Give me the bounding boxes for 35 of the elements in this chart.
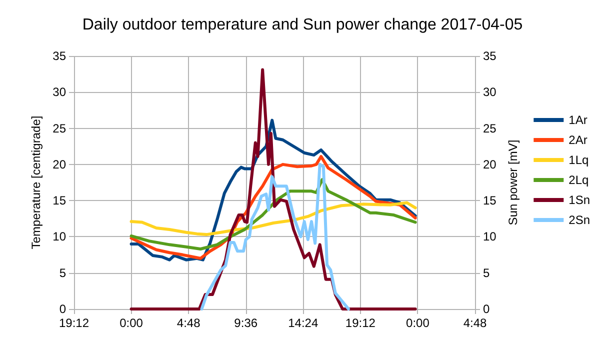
x-tick-label: 19:12 xyxy=(58,316,90,330)
y2-tick-label: 20 xyxy=(483,157,497,172)
x-tick-label: 4:48 xyxy=(176,316,201,330)
legend-label: 2Lq xyxy=(568,173,589,187)
y-tick-label: 20 xyxy=(52,157,66,172)
y-tick-label: 25 xyxy=(52,121,66,136)
y-axis-title: Temperature [centigrade] xyxy=(28,116,43,250)
x-tick-label: 9:36 xyxy=(234,316,258,330)
y-tick-label: 5 xyxy=(59,266,66,280)
y-tick-label: 30 xyxy=(52,85,66,100)
y2-tick-label: 35 xyxy=(483,49,497,63)
line-series xyxy=(130,68,417,310)
y2-tick-label: 30 xyxy=(483,85,497,100)
legend-label: 2Sn xyxy=(568,213,590,227)
chart-title: Daily outdoor temperature and Sun power change 2017-04-05 xyxy=(82,16,523,34)
x-tick-label: 0:00 xyxy=(406,316,430,330)
y-tick-label: 10 xyxy=(52,230,66,244)
x-tick-label: 19:12 xyxy=(345,316,376,330)
y2-tick-label: 10 xyxy=(483,230,497,244)
legend-label: 1Lq xyxy=(568,153,589,167)
y2-tick-label: 15 xyxy=(483,194,497,208)
y2-tick-label: 5 xyxy=(483,266,490,280)
line-series xyxy=(200,162,350,310)
x-tick-label: 4:48 xyxy=(463,316,487,330)
y-tick-label: 0 xyxy=(59,302,66,316)
y2-tick-label: 0 xyxy=(483,302,490,316)
y-tick-label: 35 xyxy=(52,49,66,63)
legend-label: 2Ar xyxy=(568,133,588,147)
x-tick-label: 0:00 xyxy=(120,316,144,330)
y-tick-label: 15 xyxy=(52,194,66,208)
y2-tick-label: 25 xyxy=(483,121,497,136)
legend-label: 1Sn xyxy=(568,193,590,207)
x-tick-label: 14:24 xyxy=(288,316,318,330)
legend-label: 1Ar xyxy=(568,113,588,127)
y2-axis-title: Sun power [mV] xyxy=(506,140,520,226)
